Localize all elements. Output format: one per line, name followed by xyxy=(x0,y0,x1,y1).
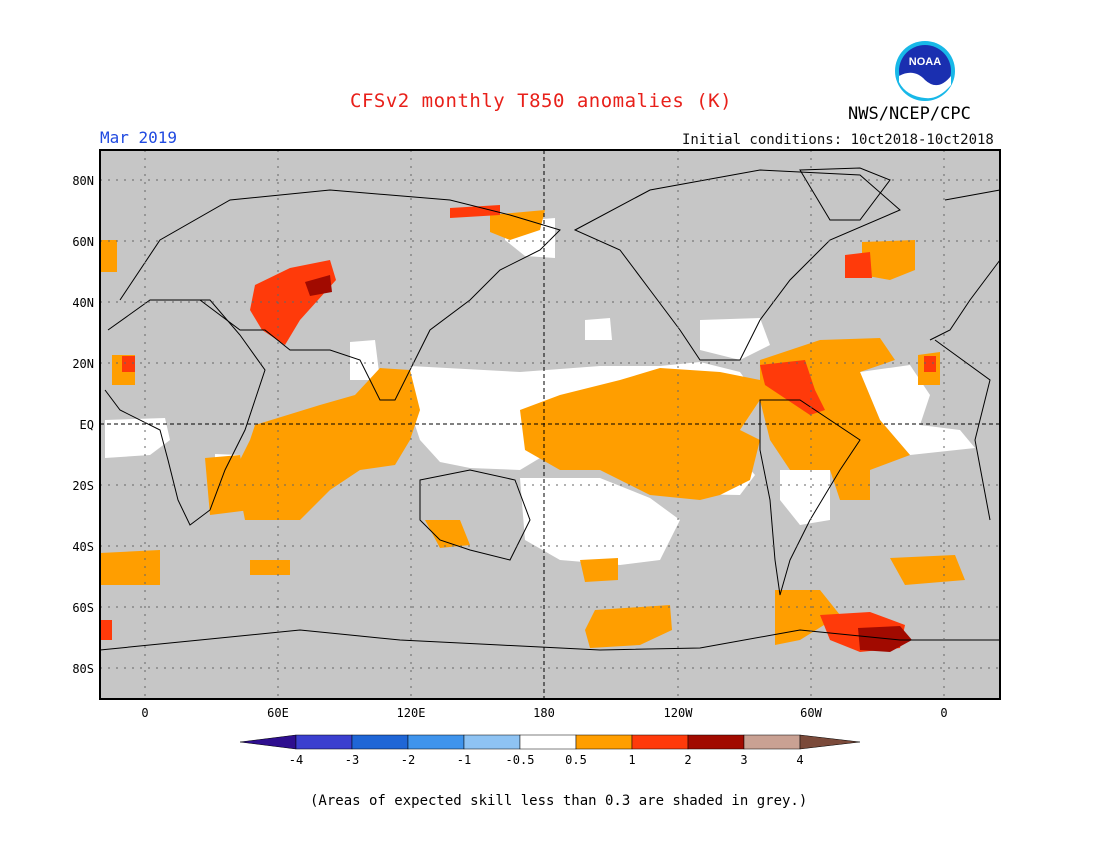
initial-conditions: Initial conditions: 10ct2018-10ct2018 xyxy=(682,132,994,148)
coast-africa-east-edge xyxy=(934,339,991,521)
colorbar-swatch xyxy=(575,734,633,750)
colorbar xyxy=(239,734,861,750)
lat-label: 40N xyxy=(72,296,94,310)
red-region-east-atlantic xyxy=(924,356,936,372)
map-frame xyxy=(99,149,1001,700)
coast-australia xyxy=(419,469,531,561)
orange-region-indian-ocean xyxy=(235,368,420,520)
orange-region-north-atlantic xyxy=(862,240,915,280)
lat-label: 60N xyxy=(72,235,94,249)
lat-label: EQ xyxy=(80,418,94,432)
coast-greenland xyxy=(799,167,891,221)
red-region-caribbean xyxy=(760,360,825,415)
footnote: (Areas of expected skill less than 0.3 a… xyxy=(310,793,808,809)
logo-text: NOAA xyxy=(909,56,941,68)
colorbar-label: 1 xyxy=(628,753,635,767)
grid-lines xyxy=(100,150,1000,699)
anomaly-regions xyxy=(100,205,975,652)
lat-label: 20N xyxy=(72,357,94,371)
orange-region-south-pacific-south xyxy=(585,605,672,648)
colorbar-label: -3 xyxy=(345,753,359,767)
dateline-equator xyxy=(100,150,1000,699)
colorbar-swatch xyxy=(295,734,353,750)
orange-region-africa-east xyxy=(205,455,250,515)
colorbar-label: -0.5 xyxy=(506,753,535,767)
colorbar-label: 3 xyxy=(740,753,747,767)
lat-label: 40S xyxy=(72,540,94,554)
coast-eurasia xyxy=(119,189,561,401)
agency-label: NWS/NCEP/CPC xyxy=(848,104,971,124)
lat-label: 20S xyxy=(72,479,94,493)
lat-label: 60S xyxy=(72,601,94,615)
darkred-region-central-asia xyxy=(305,275,332,296)
white-region-atlantic-mid xyxy=(860,365,975,455)
lon-label: 0 xyxy=(141,706,148,720)
coast-antarctica xyxy=(99,629,1000,651)
orange-region-south-atlantic-2 xyxy=(250,560,290,575)
colorbar-swatch xyxy=(407,734,465,750)
lat-label: 80S xyxy=(72,662,94,676)
map-title: CFSv2 monthly T850 anomalies (K) xyxy=(350,90,733,112)
colorbar-label: -2 xyxy=(401,753,415,767)
red-region-north-atlantic xyxy=(845,252,872,278)
lat-label: 80N xyxy=(72,174,94,188)
orange-region-australia-south xyxy=(425,520,470,548)
colorbar-end-high xyxy=(799,734,861,750)
colorbar-label: 0.5 xyxy=(565,753,587,767)
white-region-south-pacific xyxy=(520,478,680,565)
colorbar-swatch xyxy=(463,734,521,750)
colorbar-label: -1 xyxy=(457,753,471,767)
noaa-logo: NOAA xyxy=(895,41,955,101)
colorbar-label: 2 xyxy=(684,753,691,767)
red-region-west-africa xyxy=(122,356,135,372)
orange-region-tasman xyxy=(580,558,618,582)
white-region-africa-west xyxy=(105,418,170,458)
colorbar-label: -4 xyxy=(289,753,303,767)
colorbar-swatch xyxy=(631,734,689,750)
coast-europe-east xyxy=(929,189,1001,341)
coastlines xyxy=(99,167,1001,651)
white-region-north-pacific xyxy=(585,318,612,340)
orange-region-south-indian xyxy=(100,550,160,585)
lon-label: 0 xyxy=(940,706,947,720)
colorbar-swatch xyxy=(519,734,577,750)
red-region-arctic-siberia xyxy=(450,205,500,218)
coast-north-america xyxy=(573,169,901,361)
white-region-india xyxy=(350,340,380,380)
colorbar-swatch xyxy=(351,734,409,750)
colorbar-swatch xyxy=(687,734,745,750)
colorbar-label: 4 xyxy=(796,753,803,767)
white-region-north-america-east xyxy=(700,318,770,360)
lon-label: 60W xyxy=(800,706,822,720)
coast-africa xyxy=(104,299,266,526)
lat-axis: 80N 60N 40N 20N EQ 20S 40S 60S 80S xyxy=(72,174,94,676)
colorbar-end-low xyxy=(239,734,297,750)
lon-axis: 0 60E 120E 180 120W 60W 0 xyxy=(141,706,947,720)
coast-south-america xyxy=(759,399,861,596)
lon-label: 120W xyxy=(664,706,694,720)
orange-region-equatorial-pacific xyxy=(520,368,760,500)
orange-region-canada-west xyxy=(100,240,117,272)
lon-label: 180 xyxy=(533,706,555,720)
colorbar-swatch xyxy=(743,734,801,750)
lon-label: 120E xyxy=(397,706,426,720)
orange-region-south-atlantic xyxy=(890,555,965,585)
lon-label: 60E xyxy=(267,706,289,720)
orange-region-bering xyxy=(490,210,545,240)
white-region-south-america xyxy=(780,470,830,525)
colorbar-labels: -4 -3 -2 -1 -0.5 0.5 1 2 3 4 xyxy=(289,753,804,767)
forecast-month: Mar 2019 xyxy=(100,128,178,147)
red-region-far-south-west xyxy=(100,620,112,640)
